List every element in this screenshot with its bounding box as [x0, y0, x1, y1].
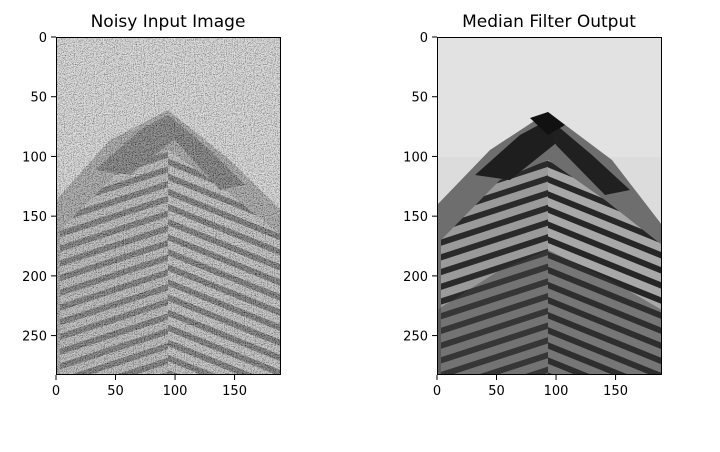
filtered-image — [437, 37, 662, 375]
y-tick-label: 200 — [22, 270, 47, 285]
panel-title: Noisy Input Image — [91, 12, 246, 32]
y-tick-label: 250 — [403, 330, 428, 345]
x-tick-label: 0 — [52, 384, 60, 399]
filtered-axes: 0 50 100 150 0 50 100 150 200 250 — [403, 31, 628, 399]
x-tick-label: 0 — [433, 384, 441, 399]
x-tick-label: 100 — [163, 384, 188, 399]
noisy-image — [56, 37, 281, 375]
y-tick-label: 50 — [30, 91, 47, 106]
y-tick-label: 100 — [403, 150, 428, 165]
x-tick-label: 50 — [107, 384, 124, 399]
y-tick-label: 200 — [403, 270, 428, 285]
y-tick-label: 250 — [22, 330, 47, 345]
median-filter-panel: Median Filter Output — [437, 12, 662, 375]
y-tick-label: 150 — [403, 210, 428, 225]
y-tick-label: 50 — [411, 91, 428, 106]
y-tick-label: 100 — [22, 150, 47, 165]
noisy-input-panel: Noisy Input Image — [56, 12, 281, 375]
x-tick-label: 150 — [603, 384, 628, 399]
noisy-axes: 0 50 100 150 0 50 100 150 200 250 — [22, 31, 247, 399]
y-tick-label: 0 — [420, 31, 428, 46]
y-tick-label: 150 — [22, 210, 47, 225]
x-tick-label: 50 — [488, 384, 505, 399]
y-tick-label: 0 — [39, 31, 47, 46]
x-tick-label: 150 — [222, 384, 247, 399]
panel-title: Median Filter Output — [462, 12, 636, 32]
x-tick-label: 100 — [544, 384, 569, 399]
